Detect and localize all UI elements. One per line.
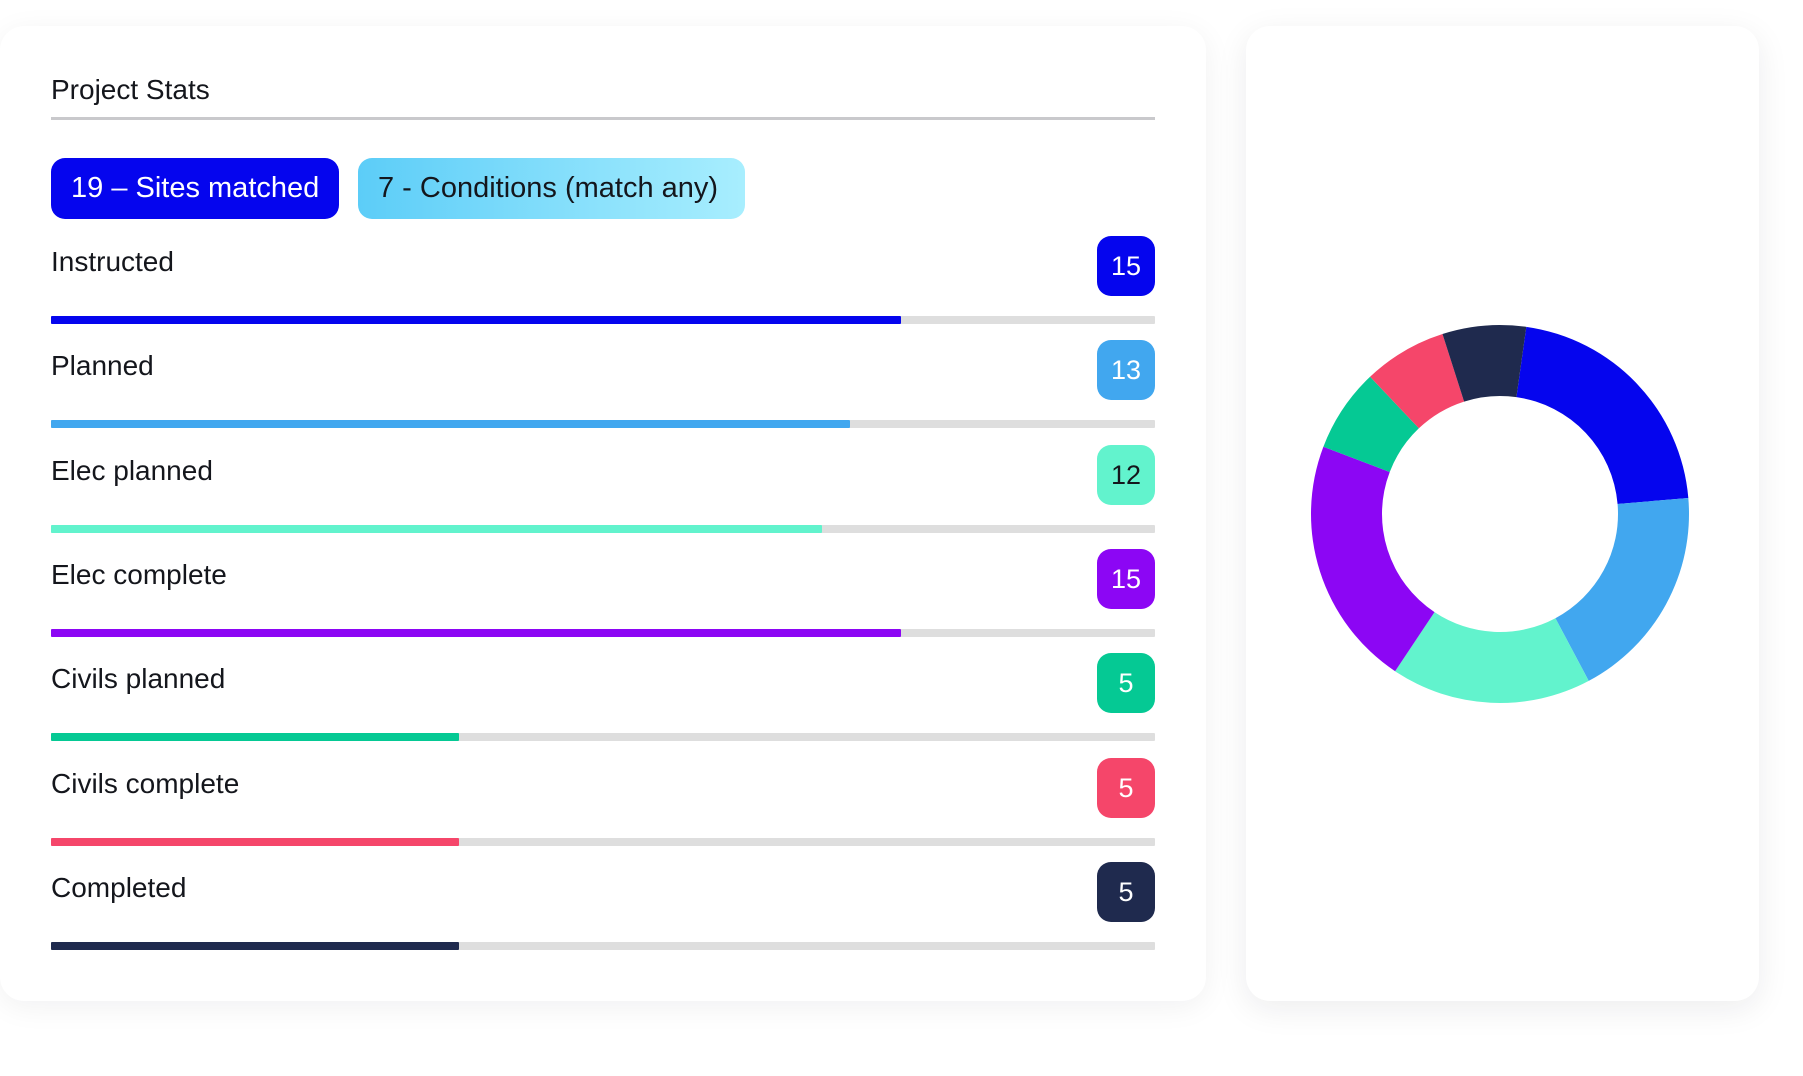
stat-row: Planned 13 (51, 340, 1155, 444)
stat-label: Instructed (51, 246, 174, 277)
donut-slice-instructed (1516, 326, 1689, 505)
stat-label: Civils planned (51, 663, 226, 694)
progress-track (51, 942, 1155, 950)
donut-slice-planned (1555, 497, 1689, 681)
donut-slice-civils-complete (1370, 333, 1465, 429)
progress-fill (51, 420, 851, 428)
stat-count-badge: 12 (1096, 445, 1155, 505)
stat-row: Civils planned 5 (51, 653, 1155, 757)
progress-track (51, 316, 1155, 324)
stat-row: Civils complete 5 (51, 758, 1155, 862)
progress-fill (51, 629, 902, 637)
progress-fill (51, 316, 902, 324)
stat-count-badge: 13 (1096, 340, 1155, 400)
donut-chart (1311, 325, 1689, 703)
progress-track (51, 629, 1155, 637)
chart-card (1246, 26, 1759, 1001)
progress-fill (51, 838, 460, 846)
progress-track (51, 525, 1155, 533)
stat-label: Elec complete (51, 559, 227, 590)
sites-matched-pill[interactable]: 19 – Sites matched (51, 158, 339, 219)
progress-fill (51, 525, 822, 533)
stat-label: Completed (51, 872, 187, 903)
donut-slice-elec-complete (1311, 446, 1435, 672)
stat-label: Civils complete (51, 768, 240, 799)
stat-count-badge: 15 (1096, 549, 1155, 609)
stat-count-badge: 5 (1097, 653, 1155, 713)
stat-label: Planned (51, 350, 154, 381)
progress-fill (51, 733, 460, 741)
stat-row: Completed 5 (51, 862, 1155, 966)
progress-track (51, 420, 1155, 428)
stat-row: Instructed 15 (51, 236, 1155, 340)
stat-row: Elec complete 15 (51, 549, 1155, 653)
progress-track (51, 838, 1155, 846)
page-title: Project Stats (51, 72, 1155, 120)
stat-count-badge: 15 (1096, 236, 1155, 296)
donut-slice-completed (1442, 325, 1527, 402)
stat-count-badge: 5 (1097, 758, 1155, 818)
stat-label: Elec planned (51, 455, 213, 486)
stat-row: Elec planned 12 (51, 445, 1155, 549)
donut-slice-civils-planned (1323, 376, 1419, 472)
progress-track (51, 733, 1155, 741)
donut-slice-elec-planned (1395, 612, 1589, 703)
conditions-pill[interactable]: 7 - Conditions (match any) (358, 158, 745, 219)
stat-count-badge: 5 (1097, 862, 1155, 922)
progress-fill (51, 942, 460, 950)
